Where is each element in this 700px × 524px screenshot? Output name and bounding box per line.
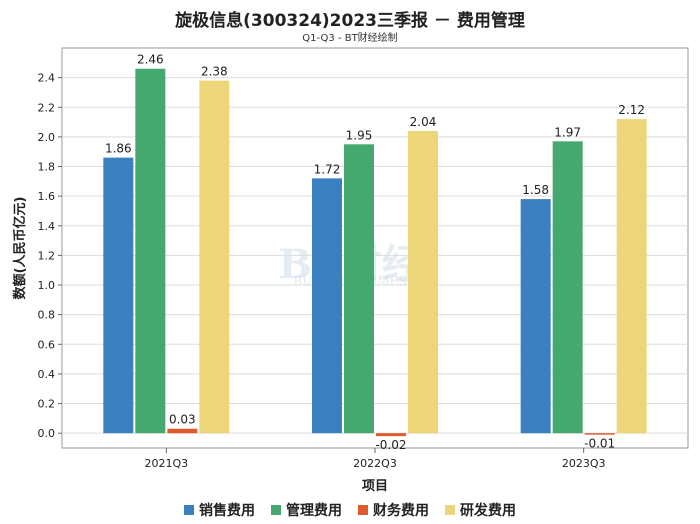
bar: [199, 80, 230, 434]
y-tick-label: 1.0: [38, 279, 56, 292]
y-tick-label: 1.2: [38, 249, 56, 262]
legend-item: 销售费用: [184, 500, 255, 520]
data-label: -0.01: [584, 437, 615, 451]
data-label: 1.95: [346, 128, 373, 142]
bar: [552, 141, 583, 434]
bar: [312, 178, 342, 434]
y-tick-label: 1.4: [38, 220, 56, 233]
legend-label: 管理费用: [286, 503, 342, 519]
x-tick-label: 2021Q3: [145, 457, 189, 470]
y-tick-label: 0.8: [38, 309, 56, 322]
bar: [584, 433, 615, 435]
y-tick-label: 1.6: [38, 190, 56, 203]
data-label: 2.38: [201, 65, 228, 79]
y-tick-label: 0.2: [38, 398, 56, 411]
data-label: 1.58: [522, 183, 549, 197]
bar: [135, 68, 166, 434]
bar: [616, 119, 647, 434]
data-label: 2.04: [410, 115, 437, 129]
legend-item: 研发费用: [445, 500, 516, 520]
data-label: -0.02: [375, 438, 406, 452]
legend-swatch: [184, 505, 194, 515]
bar: [408, 130, 438, 434]
data-label: 0.03: [169, 413, 196, 427]
bar: [376, 433, 406, 437]
legend-item: 财务费用: [358, 500, 429, 520]
data-label: 2.46: [137, 53, 164, 67]
legend-swatch: [445, 505, 455, 515]
y-tick-label: 1.8: [38, 161, 56, 174]
y-tick-label: 0.0: [38, 427, 56, 440]
bar: [167, 428, 198, 434]
y-tick-label: 0.6: [38, 338, 56, 351]
legend-item: 管理费用: [271, 500, 342, 520]
legend: 销售费用 管理费用 财务费用 研发费用: [0, 500, 700, 520]
y-tick-label: 0.4: [38, 368, 56, 381]
x-tick-label: 2023Q3: [562, 457, 606, 470]
chart-subtitle: Q1-Q3 - BT财经绘制: [302, 33, 398, 44]
plot-area: [61, 47, 689, 449]
legend-swatch: [271, 505, 281, 515]
legend-label: 研发费用: [460, 503, 516, 519]
data-label: 1.97: [554, 125, 581, 139]
y-tick-label: 2.4: [38, 72, 56, 85]
bar: [103, 157, 134, 434]
data-label: 2.12: [618, 103, 645, 117]
bar: [344, 144, 374, 434]
x-axis-label: 项目: [362, 479, 388, 494]
legend-label: 销售费用: [199, 503, 255, 519]
data-label: 1.86: [105, 142, 132, 156]
y-axis-label: 数额(人民币亿元): [12, 197, 28, 300]
legend-label: 财务费用: [373, 503, 429, 519]
bar: [520, 199, 551, 434]
legend-swatch: [358, 505, 368, 515]
y-tick-label: 2.2: [38, 101, 56, 114]
data-label: 1.72: [314, 162, 341, 176]
chart-title: 旋极信息(300324)2023三季报 － 费用管理: [175, 11, 525, 31]
y-tick-label: 2.0: [38, 131, 56, 144]
x-tick-label: 2022Q3: [353, 457, 397, 470]
